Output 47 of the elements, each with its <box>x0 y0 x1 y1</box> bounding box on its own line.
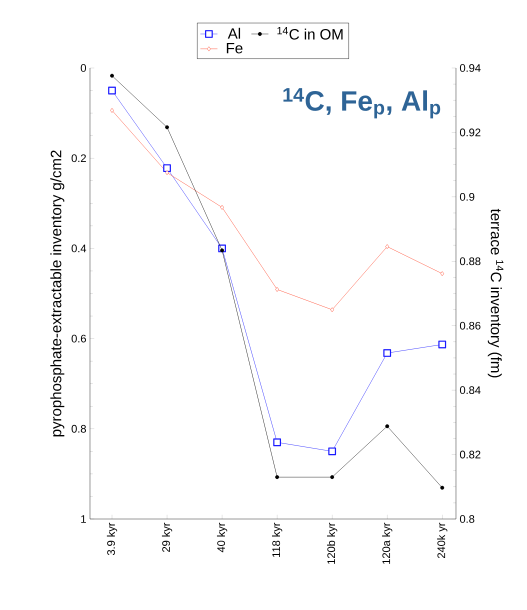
point <box>163 164 171 172</box>
point <box>273 438 282 446</box>
y2-tick-label: 0.8 <box>460 515 474 523</box>
y-tick-label: 0.8 <box>72 424 86 433</box>
y-tick-label: 0.4 <box>72 244 86 252</box>
point <box>440 271 444 276</box>
legend-label: Al <box>228 28 240 39</box>
y2-tick-label: 0.94 <box>460 64 481 72</box>
point <box>383 349 392 357</box>
y2-axis-title: terrace $^{14}$C inventory (fm) <box>488 208 504 378</box>
x-tick-label: 240k yr <box>437 522 448 558</box>
point <box>275 287 279 292</box>
x-tick-label: 120a kyr <box>382 522 392 564</box>
y2-tick-label: 0.88 <box>460 257 480 266</box>
point <box>385 424 390 428</box>
point <box>165 125 170 130</box>
y-axis-title: pyrophosphate-extractable inventory g/cm2 <box>50 150 64 436</box>
legend-label: Fe <box>226 42 242 54</box>
y-tick-label: 0 <box>80 64 86 72</box>
point <box>275 475 280 480</box>
y2-tick-label: 0.9 <box>460 192 474 201</box>
point <box>220 248 224 252</box>
point <box>328 447 336 456</box>
y-tick-label: 1 <box>81 515 86 523</box>
y2-tick-label: 0.82 <box>460 450 480 458</box>
x-tick-label: 118 kyr <box>272 522 282 557</box>
point <box>108 86 116 94</box>
y-tick-label: 0.6 <box>72 334 86 342</box>
point <box>385 244 390 249</box>
x-tick-label: 120b kyr <box>327 522 338 564</box>
y2-tick-label: 0.86 <box>460 322 480 330</box>
y2-tick-label: 0.92 <box>460 128 480 136</box>
text: $^{14}$C, Fe$_{p}$, Al$_{p}$ <box>283 88 440 118</box>
y2-tick-label: 0.84 <box>460 386 481 394</box>
point <box>110 108 114 113</box>
point <box>110 74 114 78</box>
y-tick-label: 0.2 <box>72 154 86 162</box>
point <box>330 307 334 312</box>
legend-label: $^{14}$C in OM <box>277 27 343 40</box>
point <box>220 204 224 210</box>
x-tick-label: 40 kyr <box>216 522 228 552</box>
point <box>165 170 169 176</box>
x-tick-label: 29 kyr <box>162 522 172 552</box>
x-tick-label: 3.9 kyr <box>106 522 118 556</box>
point <box>440 486 444 490</box>
point <box>330 475 334 480</box>
point <box>438 340 446 348</box>
